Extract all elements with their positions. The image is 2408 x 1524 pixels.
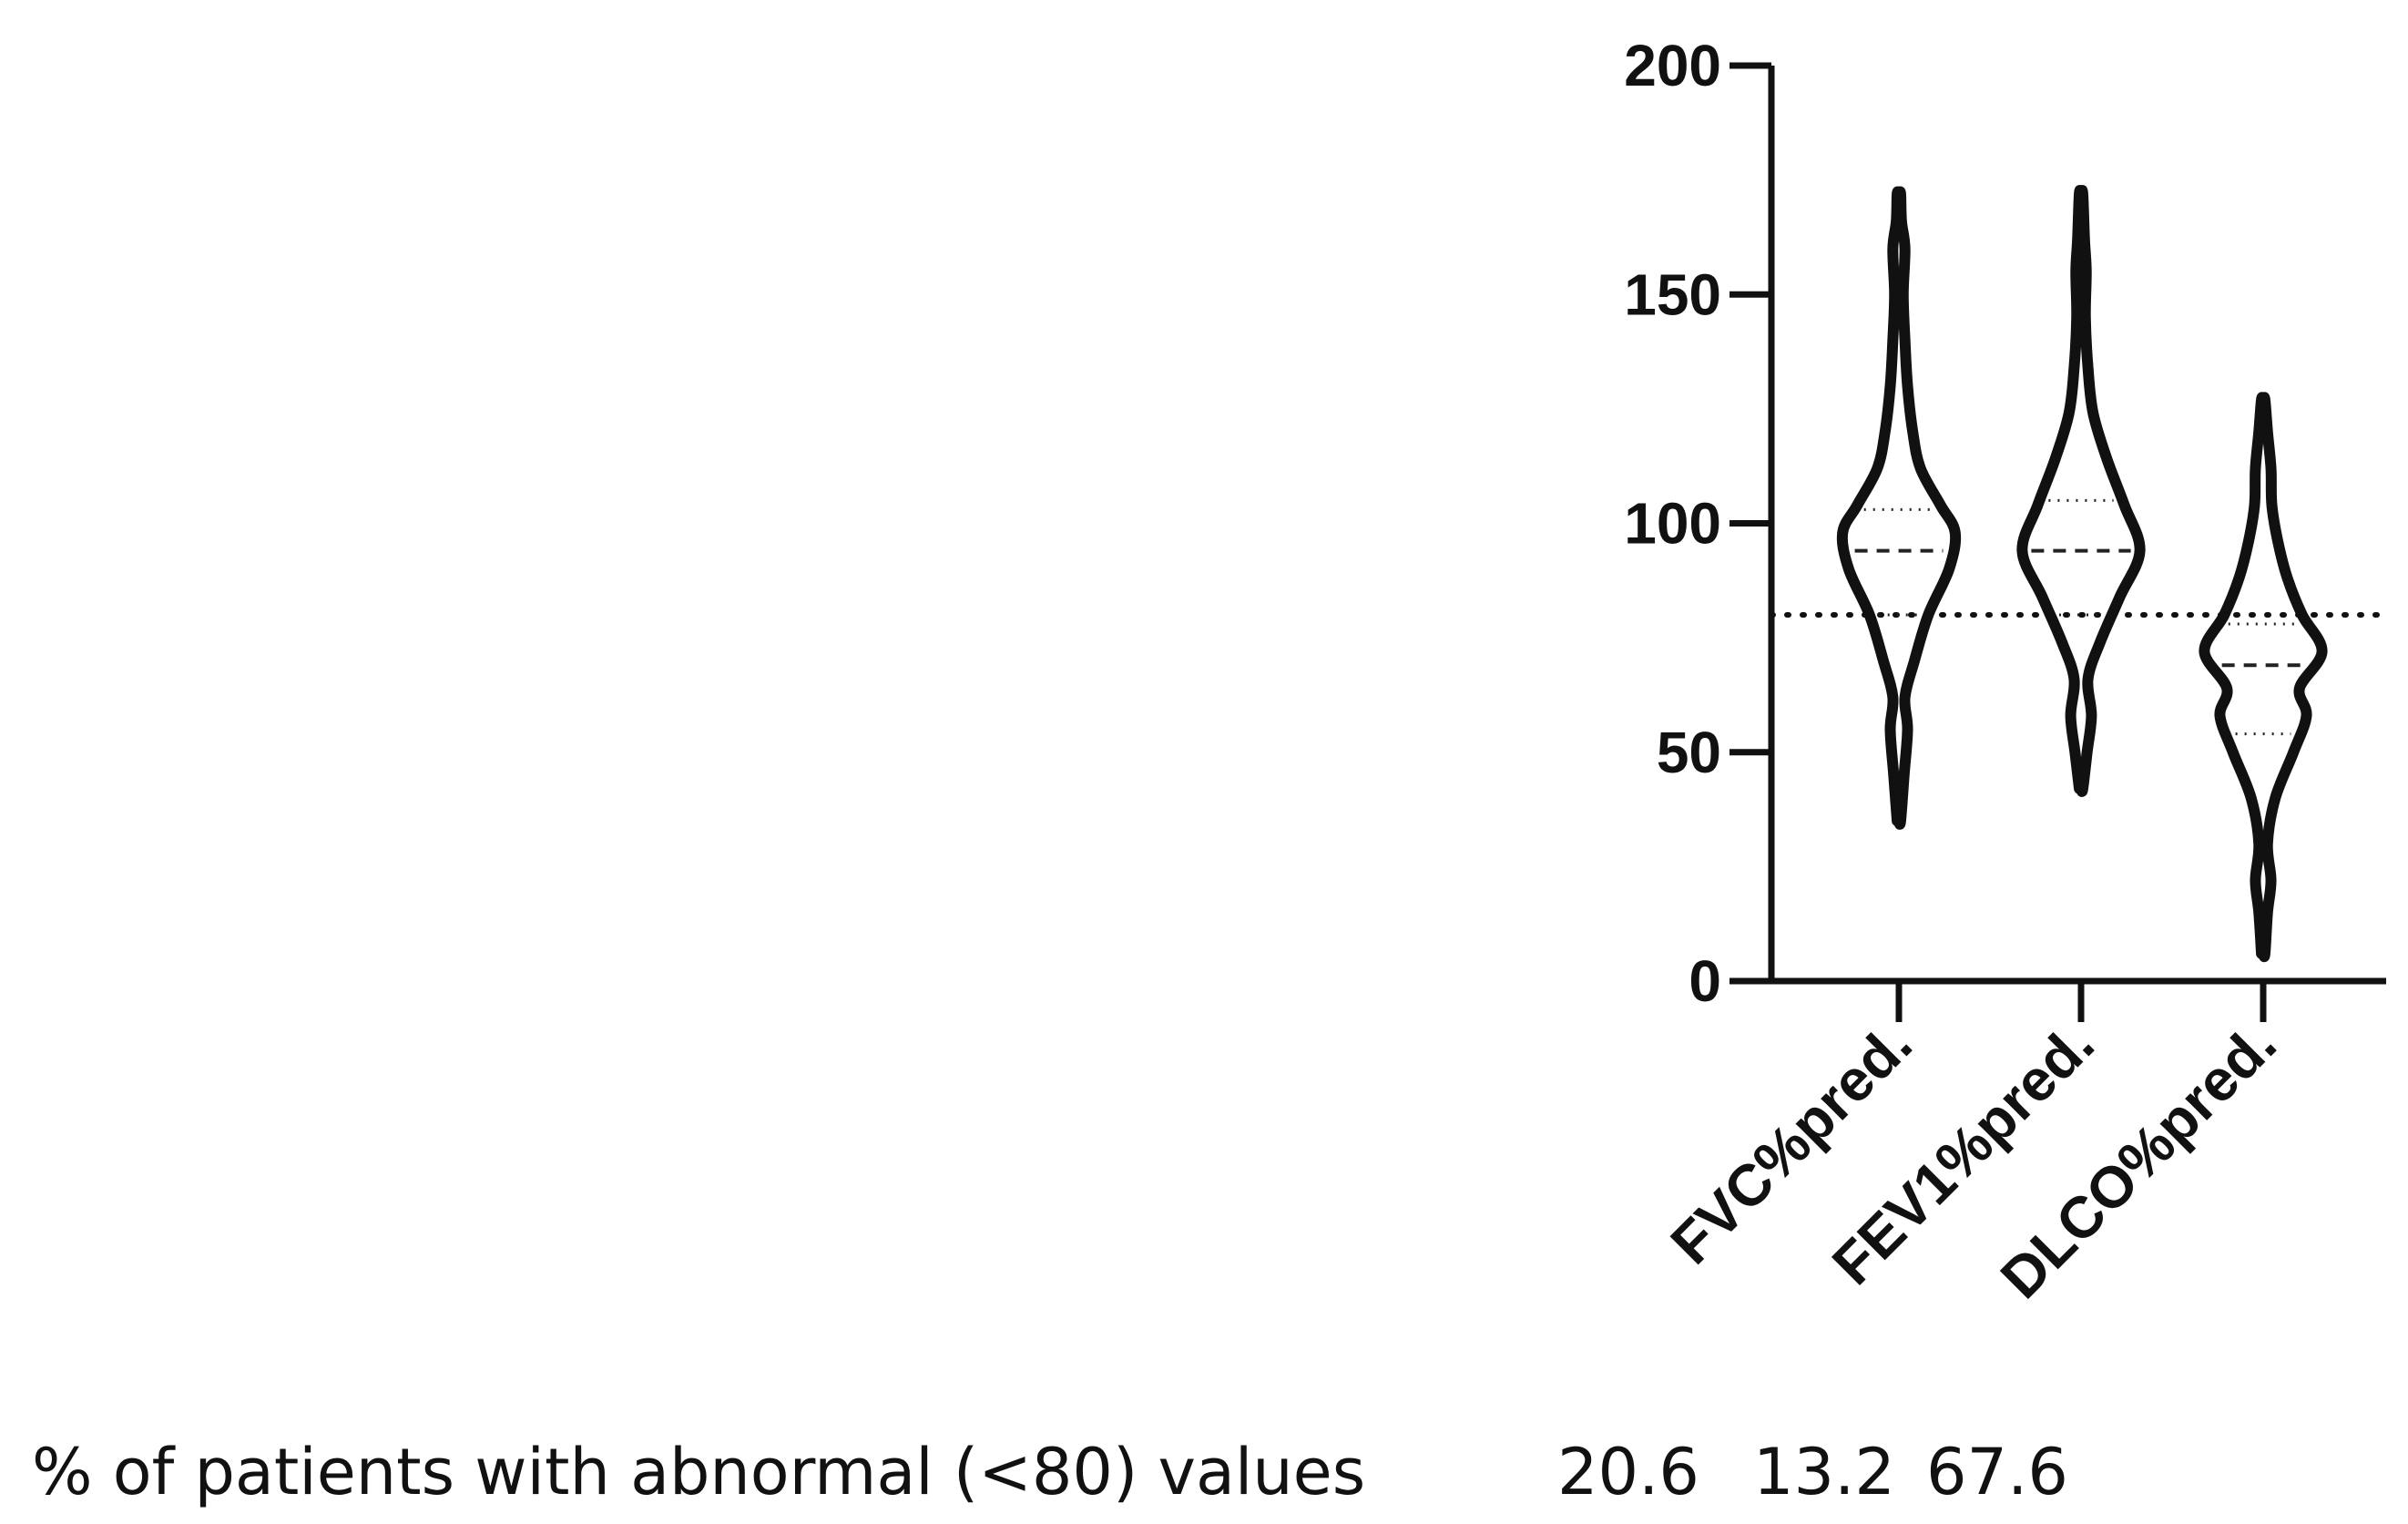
footnote-label: % of patients with abnormal (<80) values [32,1435,1365,1509]
footnote-value-dlco: 67.6 [1926,1435,2068,1509]
y-tick-label: 150 [1624,261,1721,327]
y-tick-label: 50 [1657,720,1721,785]
violin-1 [2016,185,2146,797]
category-labels: FVC%pred.FEV1%pred.DLCO%pred. [1658,1010,2289,1311]
y-tick-label: 200 [1624,33,1721,98]
y-tick-label: 0 [1689,948,1721,1014]
violin-0 [1836,186,1962,830]
footnote-value-fev1: 13.2 [1753,1435,1895,1509]
footnote: % of patients with abnormal (<80) values… [32,1435,2068,1509]
y-tick-label: 100 [1624,491,1721,557]
axes: 0 50 100 150 200 [1624,33,2389,1022]
violins [1836,185,2328,963]
violin-2 [2199,392,2328,963]
footnote-value-fvc: 20.6 [1557,1435,1699,1509]
